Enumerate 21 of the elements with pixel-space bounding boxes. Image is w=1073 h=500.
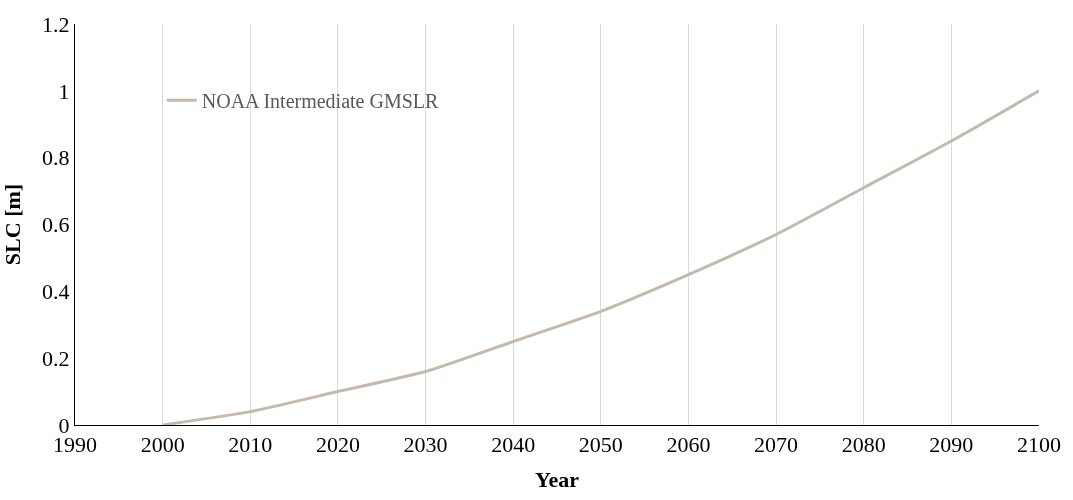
y-tick-label: 1.2 [42,11,70,37]
x-tick-label: 2060 [666,432,711,458]
x-tick-label: 2000 [140,432,185,458]
y-tick-label: 0.8 [42,145,70,171]
y-tick-label: 0.4 [42,279,70,305]
y-axis-title: SLC [m] [0,183,25,266]
x-axis-title: Year [535,467,580,493]
y-tick-label: 1 [58,78,70,104]
x-tick-label: 2070 [754,432,799,458]
x-tick-label: 2080 [841,432,886,458]
y-tick-label: 0.6 [42,212,70,238]
x-tick-label: 2020 [315,432,360,458]
x-tick-label: 2090 [929,432,974,458]
x-tick-label: 2050 [578,432,623,458]
x-tick-label: 2100 [1017,432,1061,458]
x-tick-label: 2030 [403,432,448,458]
legend-label: NOAA Intermediate GMSLR [201,89,440,112]
y-tick-label: 0.2 [42,345,70,371]
x-tick-label: 2040 [491,432,536,458]
x-tick-label: 2010 [228,432,273,458]
line-series [161,89,1039,425]
